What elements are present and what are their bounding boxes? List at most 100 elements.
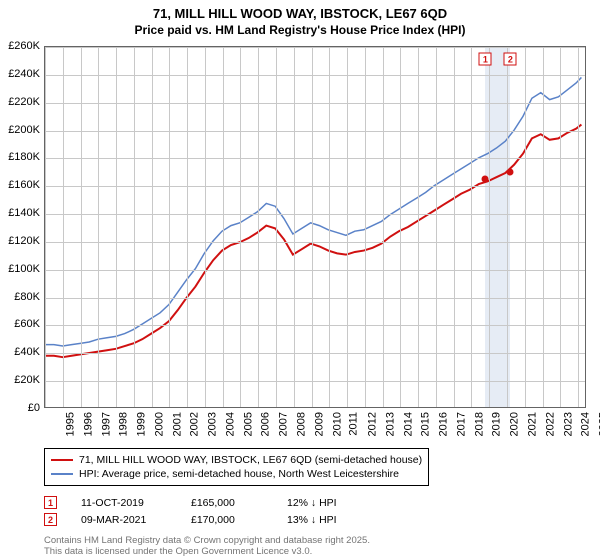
grid-line-h [45,242,585,243]
x-axis-label: 2022 [544,412,556,436]
y-axis-label: £140K [2,207,40,219]
x-axis-label: 2003 [207,412,219,436]
grid-line-v [489,47,490,407]
y-axis-label: £260K [2,40,40,52]
grid-line-v [312,47,313,407]
grid-line-h [45,103,585,104]
grid-line-v [471,47,472,407]
transaction-price: £170,000 [191,514,263,526]
grid-line-v [205,47,206,407]
x-axis-label: 2019 [491,412,503,436]
footer-line2: This data is licensed under the Open Gov… [44,547,370,558]
transaction-row-marker: 1 [44,496,57,509]
legend-label-hpi: HPI: Average price, semi-detached house,… [79,468,399,480]
y-axis-label: £240K [2,68,40,80]
transaction-dot [482,176,489,183]
transaction-price: £165,000 [191,497,263,509]
grid-line-v [81,47,82,407]
x-axis-label: 1998 [118,412,130,436]
legend-label-property: 71, MILL HILL WOOD WAY, IBSTOCK, LE67 6Q… [79,454,422,466]
transaction-row-marker: 2 [44,513,57,526]
x-axis-label: 2008 [296,412,308,436]
chart-subtitle: Price paid vs. HM Land Registry's House … [0,23,600,41]
transaction-row: 2 09-MAR-2021 £170,000 13% ↓ HPI [44,511,367,528]
series-line-hpi [45,77,581,346]
x-axis-label: 2020 [509,412,521,436]
y-axis-label: £180K [2,151,40,163]
x-axis-label: 1996 [82,412,94,436]
grid-line-h [45,214,585,215]
x-axis-label: 2023 [562,412,574,436]
y-axis-label: £80K [2,291,40,303]
grid-line-h [45,47,585,48]
grid-line-h [45,298,585,299]
chart-container: 71, MILL HILL WOOD WAY, IBSTOCK, LE67 6Q… [0,0,600,560]
legend-box: 71, MILL HILL WOOD WAY, IBSTOCK, LE67 6Q… [44,448,429,486]
grid-line-v [187,47,188,407]
grid-line-h [45,353,585,354]
grid-line-v [63,47,64,407]
grid-line-v [98,47,99,407]
grid-line-v [152,47,153,407]
x-axis-label: 2011 [348,412,360,436]
grid-line-v [329,47,330,407]
legend-item-property: 71, MILL HILL WOOD WAY, IBSTOCK, LE67 6Q… [51,453,422,467]
grid-line-v [276,47,277,407]
x-axis-label: 2018 [473,412,485,436]
transaction-marker: 1 [479,53,492,66]
x-axis-label: 1999 [136,412,148,436]
grid-line-v [436,47,437,407]
transaction-row: 111-OCT-2019£165,00012% ↓ HPI [44,494,367,511]
x-axis-label: 2010 [331,412,343,436]
y-axis-label: £60K [2,318,40,330]
grid-line-v [400,47,401,407]
grid-line-v [383,47,384,407]
x-axis-label: 2012 [367,412,379,436]
y-axis-label: £0 [2,402,40,414]
grid-line-v [543,47,544,407]
transaction-table: 111-OCT-2019£165,00012% ↓ HPI209-MAR-202… [44,494,367,528]
grid-line-v [116,47,117,407]
grid-line-v [134,47,135,407]
transaction-hpi-diff: 12% ↓ HPI [287,497,367,509]
x-axis-label: 2007 [278,412,290,436]
y-axis-label: £220K [2,96,40,108]
x-axis-label: 2009 [313,412,325,436]
x-axis-label: 2016 [438,412,450,436]
x-axis-label: 2006 [260,412,272,436]
transaction-date: 09-MAR-2021 [81,514,167,526]
grid-line-v [418,47,419,407]
plot-area: 12 [44,46,586,408]
x-axis-label: 2000 [153,412,165,436]
grid-line-v [525,47,526,407]
transaction-dot [507,169,514,176]
grid-line-h [45,270,585,271]
grid-line-h [45,158,585,159]
grid-line-v [223,47,224,407]
legend-swatch-hpi [51,473,73,475]
legend-swatch-property [51,459,73,461]
x-axis-label: 2014 [402,412,414,436]
x-axis-label: 2015 [420,412,432,436]
grid-line-v [258,47,259,407]
x-axis-label: 1995 [64,412,76,436]
grid-line-v [240,47,241,407]
series-line-property [45,125,581,358]
x-axis-label: 2017 [455,412,467,436]
transaction-hpi-diff: 13% ↓ HPI [287,514,367,526]
x-axis-label: 2021 [527,412,539,436]
x-axis-label: 2004 [224,412,236,436]
grid-line-v [365,47,366,407]
y-axis-label: £100K [2,263,40,275]
x-axis-label: 2001 [171,412,183,436]
grid-line-h [45,186,585,187]
grid-line-v [578,47,579,407]
y-axis-label: £20K [2,374,40,386]
grid-line-v [454,47,455,407]
grid-line-h [45,75,585,76]
grid-line-h [45,131,585,132]
grid-line-h [45,325,585,326]
y-axis-label: £40K [2,346,40,358]
grid-line-v [169,47,170,407]
y-axis-label: £200K [2,124,40,136]
